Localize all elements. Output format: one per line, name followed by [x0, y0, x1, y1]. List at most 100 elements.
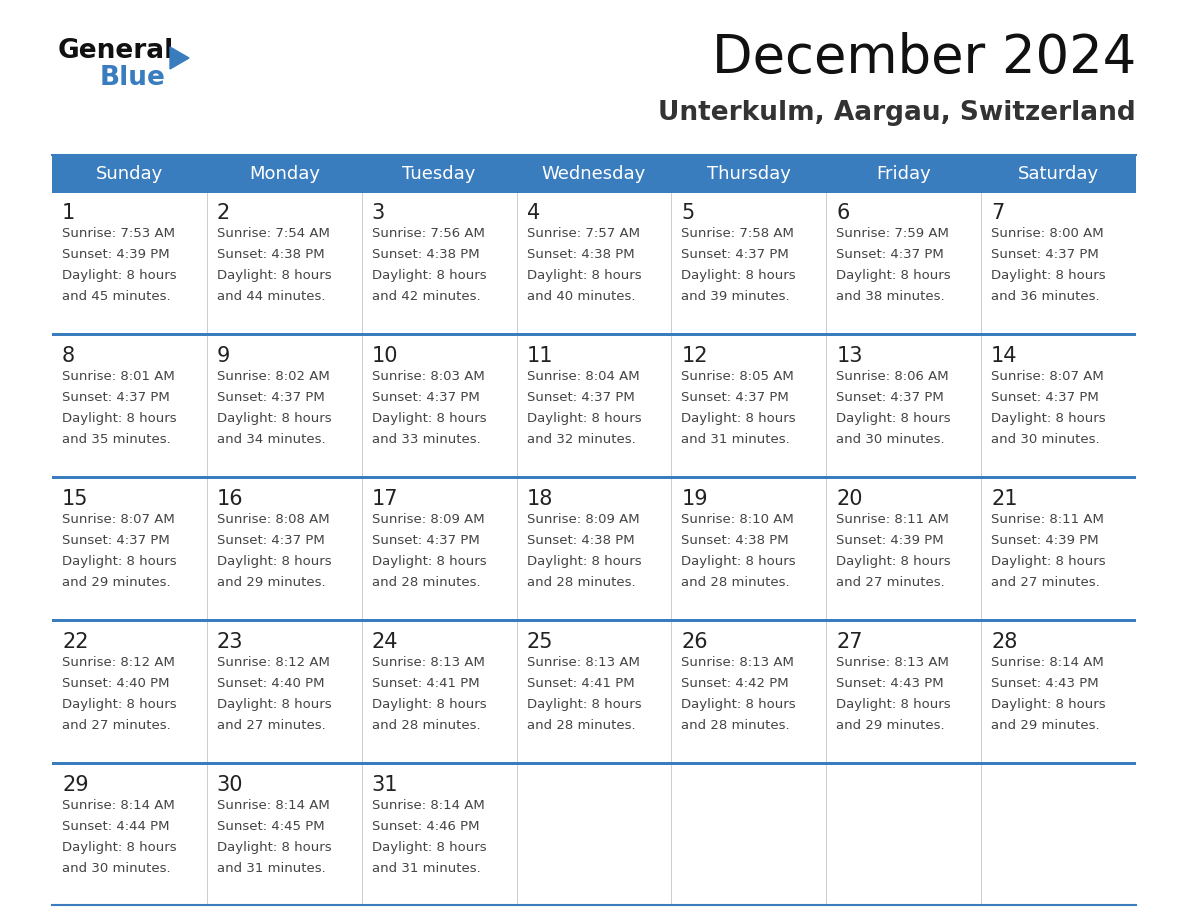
Text: Sunrise: 8:14 AM: Sunrise: 8:14 AM	[62, 799, 175, 812]
Text: Sunrise: 8:06 AM: Sunrise: 8:06 AM	[836, 370, 949, 383]
Text: Daylight: 8 hours: Daylight: 8 hours	[682, 698, 796, 711]
Text: Daylight: 8 hours: Daylight: 8 hours	[836, 555, 950, 568]
Text: 31: 31	[372, 775, 398, 795]
Text: Sunrise: 8:14 AM: Sunrise: 8:14 AM	[991, 656, 1104, 669]
Text: Daylight: 8 hours: Daylight: 8 hours	[991, 412, 1106, 425]
Text: Daylight: 8 hours: Daylight: 8 hours	[526, 698, 642, 711]
Text: 17: 17	[372, 489, 398, 509]
Text: and 27 minutes.: and 27 minutes.	[836, 576, 944, 589]
Text: Sunset: 4:37 PM: Sunset: 4:37 PM	[62, 534, 170, 547]
Text: 14: 14	[991, 346, 1018, 366]
Text: and 45 minutes.: and 45 minutes.	[62, 290, 171, 303]
Text: Sunset: 4:37 PM: Sunset: 4:37 PM	[836, 248, 944, 261]
Text: 20: 20	[836, 489, 862, 509]
Text: and 30 minutes.: and 30 minutes.	[836, 433, 944, 446]
Text: Sunrise: 8:04 AM: Sunrise: 8:04 AM	[526, 370, 639, 383]
Text: Daylight: 8 hours: Daylight: 8 hours	[372, 555, 486, 568]
Text: Daylight: 8 hours: Daylight: 8 hours	[217, 269, 331, 282]
Text: Sunrise: 7:54 AM: Sunrise: 7:54 AM	[217, 227, 330, 240]
Text: Daylight: 8 hours: Daylight: 8 hours	[682, 555, 796, 568]
Bar	[52, 622, 1136, 762]
Text: 18: 18	[526, 489, 552, 509]
Text: Sunrise: 8:08 AM: Sunrise: 8:08 AM	[217, 513, 329, 526]
Text: Sunset: 4:38 PM: Sunset: 4:38 PM	[217, 248, 324, 261]
Text: Daylight: 8 hours: Daylight: 8 hours	[836, 269, 950, 282]
Text: and 30 minutes.: and 30 minutes.	[62, 862, 171, 875]
Text: Daylight: 8 hours: Daylight: 8 hours	[372, 698, 486, 711]
Text: 1: 1	[62, 203, 75, 223]
Text: Sunrise: 8:03 AM: Sunrise: 8:03 AM	[372, 370, 485, 383]
Text: 22: 22	[62, 632, 88, 652]
Text: and 29 minutes.: and 29 minutes.	[217, 576, 326, 589]
Text: and 34 minutes.: and 34 minutes.	[217, 433, 326, 446]
Text: and 35 minutes.: and 35 minutes.	[62, 433, 171, 446]
Text: Daylight: 8 hours: Daylight: 8 hours	[372, 269, 486, 282]
Text: 23: 23	[217, 632, 244, 652]
Text: 11: 11	[526, 346, 554, 366]
Text: Sunset: 4:37 PM: Sunset: 4:37 PM	[372, 534, 480, 547]
Text: Sunrise: 8:13 AM: Sunrise: 8:13 AM	[682, 656, 795, 669]
Text: Sunrise: 8:14 AM: Sunrise: 8:14 AM	[372, 799, 485, 812]
Text: Sunset: 4:38 PM: Sunset: 4:38 PM	[372, 248, 479, 261]
Text: Sunset: 4:39 PM: Sunset: 4:39 PM	[836, 534, 944, 547]
Text: Daylight: 8 hours: Daylight: 8 hours	[217, 841, 331, 854]
Text: Sunrise: 7:57 AM: Sunrise: 7:57 AM	[526, 227, 639, 240]
Text: Daylight: 8 hours: Daylight: 8 hours	[991, 269, 1106, 282]
Text: Daylight: 8 hours: Daylight: 8 hours	[526, 269, 642, 282]
Bar	[52, 155, 1136, 193]
Text: Daylight: 8 hours: Daylight: 8 hours	[62, 412, 177, 425]
Text: Sunset: 4:37 PM: Sunset: 4:37 PM	[526, 391, 634, 404]
Text: and 32 minutes.: and 32 minutes.	[526, 433, 636, 446]
Text: and 31 minutes.: and 31 minutes.	[217, 862, 326, 875]
Text: and 40 minutes.: and 40 minutes.	[526, 290, 636, 303]
Bar	[52, 479, 1136, 619]
Text: Sunrise: 8:09 AM: Sunrise: 8:09 AM	[526, 513, 639, 526]
Bar	[52, 765, 1136, 905]
Text: Sunday: Sunday	[96, 165, 163, 183]
Text: 7: 7	[991, 203, 1004, 223]
Text: and 27 minutes.: and 27 minutes.	[62, 719, 171, 732]
Text: Saturday: Saturday	[1018, 165, 1099, 183]
Text: 5: 5	[682, 203, 695, 223]
Text: Sunset: 4:37 PM: Sunset: 4:37 PM	[836, 391, 944, 404]
Bar	[52, 619, 1136, 622]
Text: General: General	[58, 38, 175, 64]
Text: Sunrise: 8:13 AM: Sunrise: 8:13 AM	[526, 656, 639, 669]
Text: Sunset: 4:37 PM: Sunset: 4:37 PM	[682, 248, 789, 261]
Text: Sunrise: 7:53 AM: Sunrise: 7:53 AM	[62, 227, 175, 240]
Text: 8: 8	[62, 346, 75, 366]
Text: and 28 minutes.: and 28 minutes.	[526, 576, 636, 589]
Text: and 38 minutes.: and 38 minutes.	[836, 290, 944, 303]
Text: Sunrise: 8:11 AM: Sunrise: 8:11 AM	[836, 513, 949, 526]
Text: Daylight: 8 hours: Daylight: 8 hours	[836, 412, 950, 425]
Text: 27: 27	[836, 632, 862, 652]
Text: and 30 minutes.: and 30 minutes.	[991, 433, 1100, 446]
Text: Sunset: 4:42 PM: Sunset: 4:42 PM	[682, 677, 789, 690]
Text: Daylight: 8 hours: Daylight: 8 hours	[836, 698, 950, 711]
Text: 12: 12	[682, 346, 708, 366]
Text: Daylight: 8 hours: Daylight: 8 hours	[62, 698, 177, 711]
Text: 6: 6	[836, 203, 849, 223]
Text: Sunset: 4:40 PM: Sunset: 4:40 PM	[62, 677, 170, 690]
Text: and 28 minutes.: and 28 minutes.	[372, 719, 480, 732]
Text: Sunset: 4:41 PM: Sunset: 4:41 PM	[526, 677, 634, 690]
Text: Daylight: 8 hours: Daylight: 8 hours	[526, 555, 642, 568]
Text: Thursday: Thursday	[707, 165, 791, 183]
Text: Unterkulm, Aargau, Switzerland: Unterkulm, Aargau, Switzerland	[658, 100, 1136, 126]
Text: Sunrise: 8:13 AM: Sunrise: 8:13 AM	[372, 656, 485, 669]
Text: Sunrise: 8:14 AM: Sunrise: 8:14 AM	[217, 799, 329, 812]
Text: and 28 minutes.: and 28 minutes.	[526, 719, 636, 732]
Text: Tuesday: Tuesday	[403, 165, 476, 183]
Text: 16: 16	[217, 489, 244, 509]
Text: and 28 minutes.: and 28 minutes.	[682, 576, 790, 589]
Text: Sunset: 4:38 PM: Sunset: 4:38 PM	[526, 248, 634, 261]
Text: Daylight: 8 hours: Daylight: 8 hours	[991, 555, 1106, 568]
Text: Daylight: 8 hours: Daylight: 8 hours	[682, 269, 796, 282]
Text: and 29 minutes.: and 29 minutes.	[62, 576, 171, 589]
Text: Daylight: 8 hours: Daylight: 8 hours	[372, 412, 486, 425]
Text: 3: 3	[372, 203, 385, 223]
Text: Sunrise: 8:11 AM: Sunrise: 8:11 AM	[991, 513, 1104, 526]
Text: Daylight: 8 hours: Daylight: 8 hours	[62, 841, 177, 854]
Text: and 28 minutes.: and 28 minutes.	[372, 576, 480, 589]
Text: Sunset: 4:37 PM: Sunset: 4:37 PM	[217, 534, 324, 547]
